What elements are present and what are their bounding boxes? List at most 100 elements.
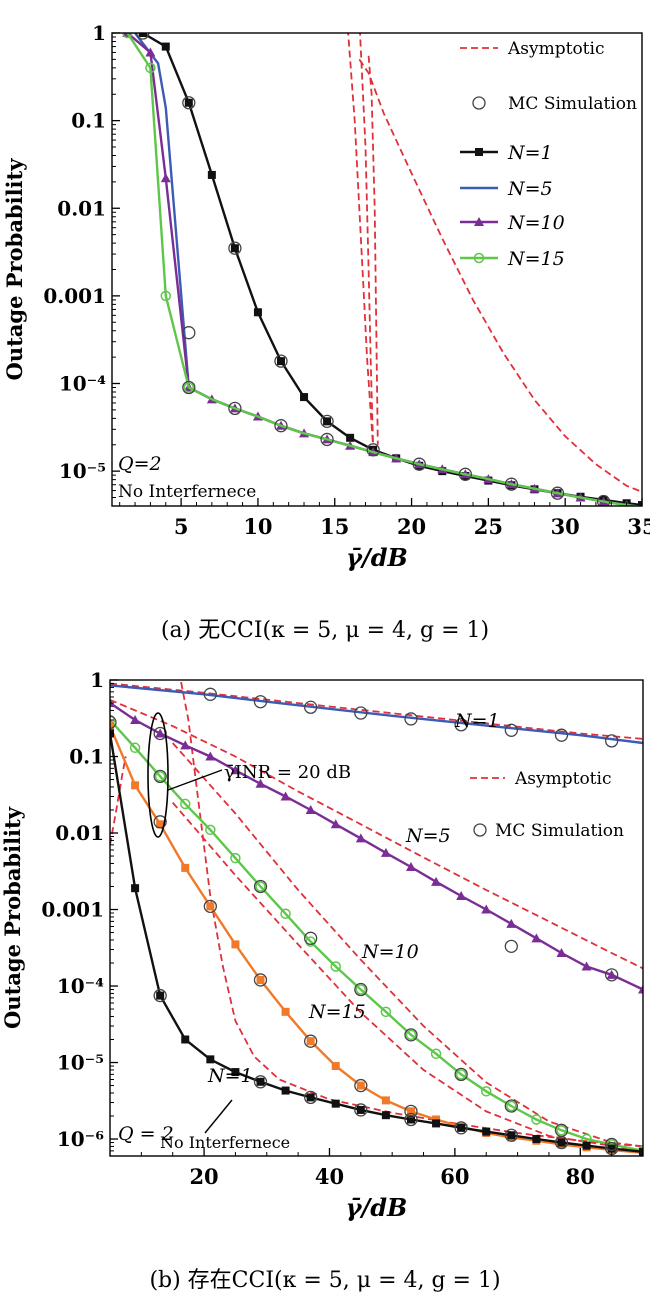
series-1-point-6 — [255, 778, 266, 788]
series-2-point-3 — [179, 798, 191, 810]
series-1-point-10 — [355, 833, 366, 843]
series-4-point-2 — [156, 991, 165, 1000]
mc-point-10 — [320, 432, 334, 447]
series-3-point-9 — [331, 1062, 340, 1071]
series-4-point-7 — [281, 1086, 290, 1095]
asymptotic-curve-2 — [358, 58, 642, 493]
mc-point-12 — [153, 769, 167, 784]
caption-b: (b) 存在CCI(κ = 5, μ = 4, g = 1) — [149, 1268, 501, 1293]
x-tick-label: 5 — [174, 514, 189, 539]
series-line-3 — [126, 33, 642, 506]
asymptotic-curves — [110, 680, 643, 1152]
y-tick-label: 0.1 — [69, 745, 104, 769]
series-4-point-9 — [331, 1099, 340, 1108]
mc-point-8 — [228, 401, 242, 416]
series-4-point-8 — [306, 1093, 315, 1102]
legend-asymptotic-label: Asymptotic — [514, 769, 611, 789]
series-4-point-16 — [507, 1131, 516, 1140]
series-1-point-4 — [205, 751, 216, 761]
series-0-point-22 — [638, 501, 642, 506]
mc-points — [136, 33, 611, 506]
mc-point-32 — [504, 1128, 518, 1142]
series-1-point-17 — [531, 933, 542, 943]
x-tick-label: 15 — [320, 514, 349, 539]
series-1-point-20 — [606, 969, 617, 979]
mc-point-3 — [274, 354, 288, 368]
series-0-point-8 — [323, 417, 332, 426]
series-2-point-0 — [110, 714, 116, 726]
series-4-point-15 — [482, 1127, 491, 1136]
series-1-point-11 — [380, 847, 391, 857]
series-2-point-6 — [255, 881, 266, 892]
series-3-point-8 — [306, 1037, 315, 1046]
series-1-point-8 — [305, 804, 316, 814]
series-4-point-19 — [582, 1141, 591, 1150]
y-tick-label: 0.001 — [43, 284, 106, 308]
mc-point-1 — [253, 695, 268, 709]
mc-point-22 — [253, 973, 268, 987]
series-2-point-15 — [480, 1086, 492, 1097]
series-3-point-12 — [406, 1107, 415, 1116]
legend-b: Asymptotic MC Simulation — [470, 769, 624, 841]
series-1-point-12 — [405, 861, 416, 871]
y-axis-title: Outage Probability — [2, 158, 27, 381]
series-2-point-5 — [230, 852, 241, 864]
series-4-point-1 — [131, 884, 140, 893]
label-n1-top: N=1 — [454, 710, 500, 732]
x-tick-label: 60 — [440, 1164, 469, 1189]
series-3-point-4 — [206, 902, 215, 911]
series-3-point-7 — [281, 1007, 290, 1016]
series-3-point-10 — [356, 1081, 365, 1090]
x-tick-label: 20 — [397, 514, 426, 539]
y-axis-title: Outage Probability — [0, 806, 25, 1029]
mc-point-7 — [182, 380, 196, 395]
mc-point-0 — [136, 33, 150, 40]
label-n10: N=10 — [361, 941, 419, 963]
mc-point-4 — [404, 712, 418, 726]
mc-point-27 — [253, 1075, 268, 1089]
series-3-point-2 — [160, 290, 172, 302]
legend-asymptotic-label: Asymptotic — [507, 39, 604, 59]
series-1-point-1 — [130, 715, 141, 725]
x-axis-title: γ̄/dB — [346, 1193, 408, 1222]
mc-point-12 — [458, 467, 472, 481]
series-1-point-5 — [230, 765, 241, 775]
series-1-point-18 — [556, 948, 567, 958]
mc-point-14 — [304, 931, 318, 945]
series-1-point-15 — [481, 904, 492, 914]
legend-mc-label: MC Simulation — [495, 821, 624, 841]
series-3-point-3 — [181, 863, 190, 872]
series-line-4 — [110, 733, 643, 1153]
plot-frame — [109, 679, 644, 1157]
x-tick-label: 40 — [315, 1164, 344, 1189]
mc-point-30 — [404, 1112, 418, 1127]
mc-point-31 — [454, 1121, 468, 1135]
series-3-point-1 — [131, 781, 140, 790]
asymptotic-curve-0 — [110, 682, 643, 740]
asymptotic-curves — [347, 33, 642, 493]
x-tick-label: 20 — [189, 1164, 218, 1189]
x-tick-label: 30 — [551, 514, 580, 539]
series-2-point-16 — [506, 1100, 517, 1112]
series-0-point-6 — [276, 357, 285, 366]
mc-point-10 — [504, 939, 518, 953]
series-2-point-1 — [145, 47, 156, 57]
series-0-point-0 — [138, 33, 147, 37]
series-4-point-5 — [231, 1068, 240, 1077]
series-1-point-16 — [506, 918, 517, 928]
series-2-point-1 — [129, 742, 141, 754]
asymptotic-curve-5 — [110, 756, 127, 846]
inr-ellipse — [147, 712, 169, 838]
mc-point-15 — [354, 982, 368, 997]
asymptotic-curve-1 — [110, 699, 643, 970]
series-0-point-1 — [161, 42, 170, 51]
mc-point-28 — [304, 1090, 318, 1105]
y-tick-label: 0.1 — [71, 109, 106, 133]
series-3-point-0 — [110, 722, 114, 731]
mc-point-29 — [354, 1103, 368, 1117]
mc-point-11 — [604, 968, 619, 982]
series-4-point-11 — [381, 1111, 390, 1120]
series-group — [110, 684, 643, 1156]
mc-point-3 — [354, 706, 368, 720]
asymptotic-curve-1 — [359, 33, 375, 449]
